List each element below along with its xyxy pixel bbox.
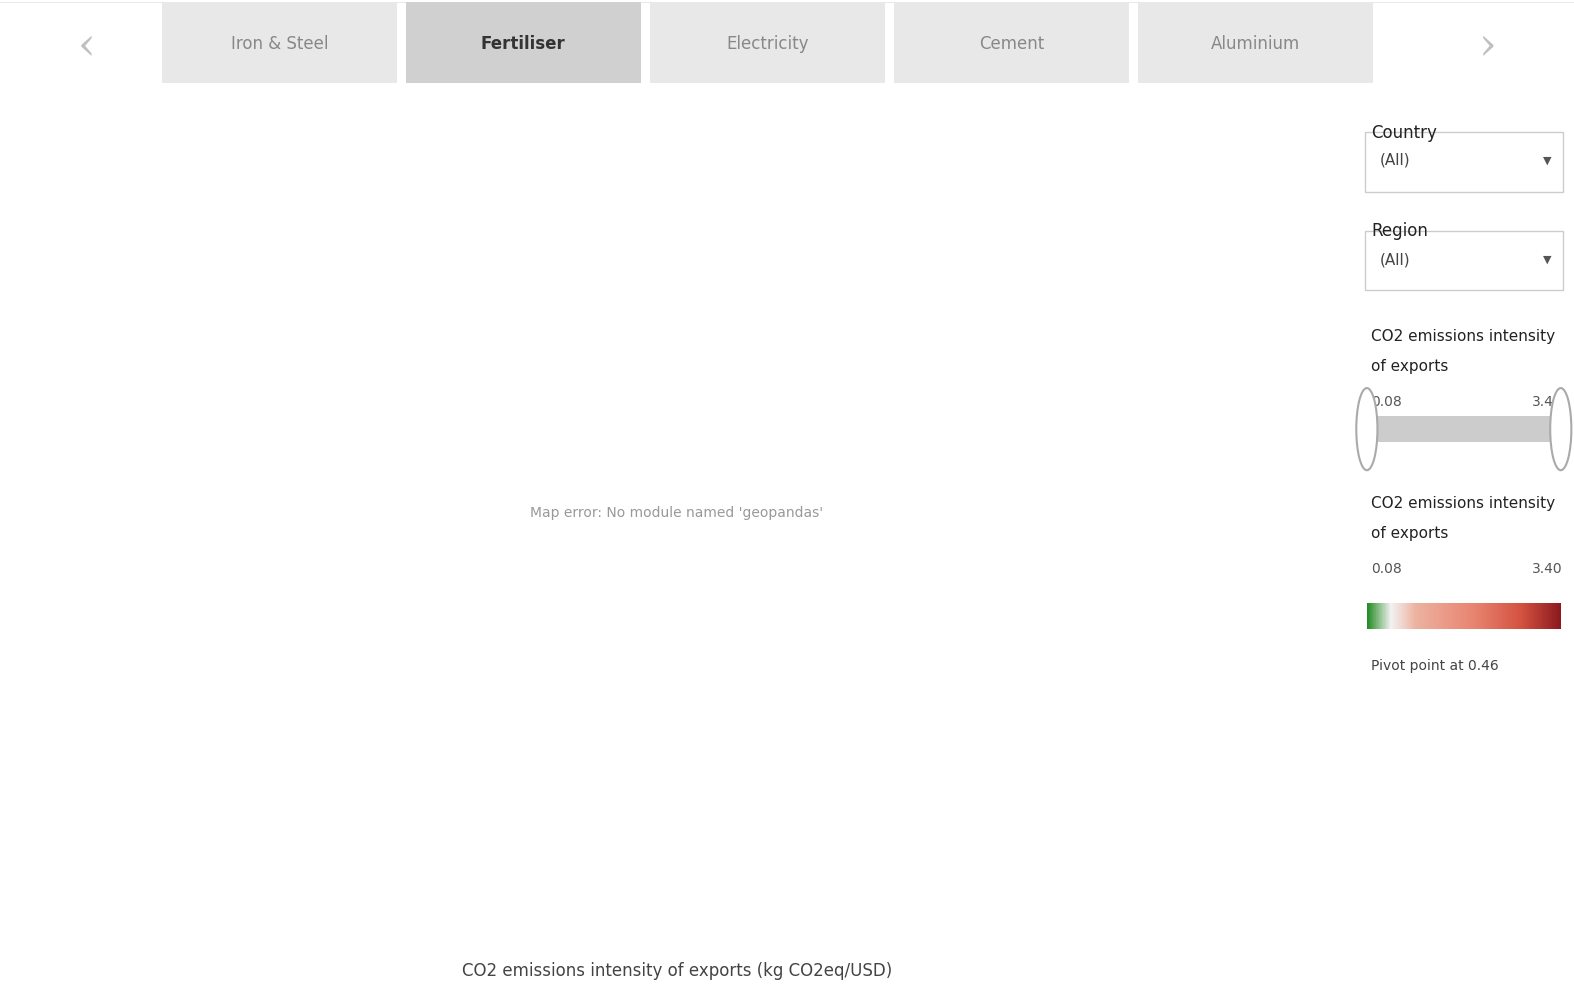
Text: 0.08: 0.08 <box>1371 562 1402 576</box>
Text: ‹: ‹ <box>77 25 96 68</box>
Text: (All): (All) <box>1380 153 1410 168</box>
Text: Electricity: Electricity <box>726 35 809 53</box>
Text: ▼: ▼ <box>1544 254 1552 264</box>
Bar <box>406 2 641 83</box>
Bar <box>1138 2 1373 83</box>
Bar <box>1365 132 1563 192</box>
Text: Region: Region <box>1371 222 1428 240</box>
Text: of exports: of exports <box>1371 526 1448 541</box>
Circle shape <box>1550 388 1571 470</box>
Text: Cement: Cement <box>979 35 1044 53</box>
Text: Map error: No module named 'geopandas': Map error: No module named 'geopandas' <box>530 507 823 520</box>
Bar <box>162 2 397 83</box>
Text: of exports: of exports <box>1371 359 1448 374</box>
Text: Pivot point at 0.46: Pivot point at 0.46 <box>1371 659 1498 673</box>
Text: 3.40: 3.40 <box>1533 562 1563 576</box>
Text: Country: Country <box>1371 123 1437 141</box>
Bar <box>1365 230 1563 290</box>
Text: Aluminium: Aluminium <box>1210 35 1300 53</box>
Text: CO2 emissions intensity of exports (kg CO2eq/USD): CO2 emissions intensity of exports (kg C… <box>461 962 892 980</box>
Bar <box>1366 416 1561 442</box>
Text: ▼: ▼ <box>1544 155 1552 165</box>
Circle shape <box>1357 388 1377 470</box>
Text: Iron & Steel: Iron & Steel <box>231 35 327 53</box>
Text: ›: › <box>1478 25 1497 68</box>
Text: (All): (All) <box>1380 252 1410 267</box>
Bar <box>650 2 885 83</box>
Text: Fertiliser: Fertiliser <box>482 35 565 53</box>
Bar <box>894 2 1129 83</box>
Text: 0.08: 0.08 <box>1371 395 1402 408</box>
Text: CO2 emissions intensity: CO2 emissions intensity <box>1371 329 1555 344</box>
Text: CO2 emissions intensity: CO2 emissions intensity <box>1371 495 1555 511</box>
Text: 3.40: 3.40 <box>1533 395 1563 408</box>
